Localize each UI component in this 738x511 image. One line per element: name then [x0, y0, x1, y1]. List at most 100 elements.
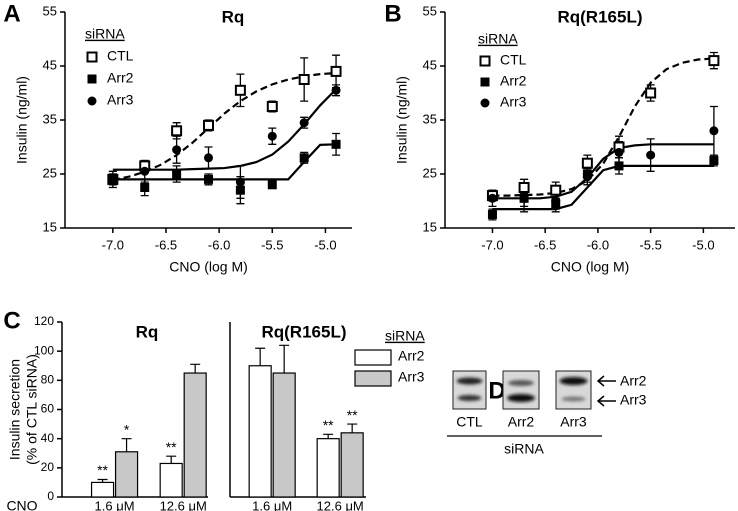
- x-tick-label: -5.0: [314, 237, 336, 252]
- y-tick-label: 45: [43, 57, 57, 72]
- error-bar: [279, 344, 290, 374]
- chart-title: Rq: [136, 322, 159, 341]
- band-arrow: [596, 375, 616, 387]
- panel-label: C: [3, 307, 20, 334]
- legend-label: CTL: [500, 52, 527, 68]
- bar: [90, 481, 115, 498]
- y-tick-label: 25: [423, 165, 437, 180]
- marker: [172, 169, 182, 179]
- legend-marker: [87, 96, 97, 106]
- marker: [519, 191, 529, 201]
- x-axis-label: CNO: [6, 498, 37, 511]
- significance-label: **: [166, 439, 177, 455]
- error-bar: [190, 363, 201, 374]
- marker: [266, 101, 278, 112]
- x-tick-label: -6.5: [534, 237, 556, 252]
- y-axis-label: Insulin (ng/ml): [14, 76, 30, 164]
- lane-label: Arr2: [508, 414, 535, 430]
- blot-band: [561, 396, 586, 402]
- marker: [203, 119, 214, 131]
- y-tick-label: 60: [41, 402, 55, 416]
- y-tick-label: 45: [423, 57, 437, 72]
- y-axis-label: Insulin secretion: [7, 359, 23, 460]
- chart-title: Rq(R165L): [557, 7, 642, 26]
- x-tick-label: 12.6 μM: [160, 498, 207, 511]
- legend-label: Arr2: [500, 73, 527, 89]
- marker: [487, 193, 497, 203]
- y-axis-label: (% of CTL siRNA): [24, 354, 40, 465]
- marker: [171, 125, 183, 137]
- blot-band: [508, 380, 534, 386]
- marker: [298, 74, 310, 85]
- legend-title: siRNA: [85, 26, 125, 42]
- significance-label: **: [347, 407, 358, 423]
- fit-curve: [492, 164, 714, 211]
- x-tick-label: -6.0: [208, 237, 230, 252]
- marker: [299, 118, 309, 128]
- y-tick-label: 55: [423, 3, 437, 18]
- band-label: Arr3: [620, 392, 647, 408]
- x-tick-label: 1.6 μM: [95, 498, 135, 511]
- marker: [330, 65, 342, 77]
- legend-marker: [86, 51, 98, 63]
- y-tick-label: 25: [43, 165, 57, 180]
- significance-label: **: [323, 417, 334, 433]
- marker: [581, 157, 593, 169]
- marker: [646, 150, 656, 160]
- marker: [709, 156, 719, 165]
- marker: [551, 196, 561, 206]
- band-arrow: [596, 395, 616, 407]
- chart-title: Rq: [222, 7, 245, 26]
- error-bar: [347, 423, 358, 433]
- legend-swatch: [354, 349, 392, 366]
- significance-label: *: [124, 421, 130, 437]
- marker: [235, 185, 245, 195]
- blot-band: [559, 377, 588, 385]
- panel-label: B: [384, 0, 401, 27]
- lane-label: Arr3: [560, 414, 587, 430]
- y-tick-label: 0: [47, 489, 54, 503]
- significance-label: **: [97, 462, 108, 478]
- x-tick-label: -6.0: [587, 237, 609, 252]
- y-tick-label: 80: [41, 373, 55, 387]
- y-axis-label: Insulin (ng/ml): [394, 76, 410, 164]
- fit-curve: [492, 143, 714, 200]
- chart-title: Rq(R165L): [261, 322, 346, 341]
- legend-marker: [479, 55, 491, 67]
- marker: [614, 147, 624, 157]
- x-tick-label: -5.0: [692, 237, 714, 252]
- blot-band: [457, 395, 482, 401]
- error-bar: [121, 438, 132, 452]
- y-tick-label: 15: [423, 219, 437, 234]
- marker: [235, 177, 245, 187]
- bar: [316, 438, 340, 498]
- panel-label: D: [488, 377, 505, 404]
- marker: [487, 210, 497, 219]
- legend-title: siRNA: [478, 31, 518, 47]
- x-tick-label: -7.0: [102, 237, 124, 252]
- blot-band: [507, 394, 535, 402]
- legend-marker: [480, 98, 490, 108]
- bar: [248, 365, 272, 498]
- x-tick-label: -5.5: [639, 237, 661, 252]
- y-tick-label: 15: [43, 219, 57, 234]
- blot-lane: [452, 370, 487, 410]
- x-tick-label: 12.6 μM: [317, 498, 364, 511]
- legend-label: Arr2: [398, 348, 425, 364]
- y-tick-label: 40: [41, 431, 55, 445]
- marker: [140, 166, 150, 176]
- error-bar: [166, 455, 177, 464]
- marker: [614, 161, 624, 171]
- x-tick-label: -5.5: [261, 237, 283, 252]
- marker: [299, 153, 309, 163]
- marker: [708, 55, 720, 67]
- legend-marker: [87, 74, 97, 84]
- error-bar: [323, 433, 334, 439]
- bar: [340, 432, 364, 498]
- blot-lane: [502, 370, 540, 410]
- y-tick-label: 55: [43, 3, 57, 18]
- group-label: siRNA: [504, 441, 544, 457]
- legend-swatch: [354, 370, 392, 387]
- marker: [140, 183, 150, 192]
